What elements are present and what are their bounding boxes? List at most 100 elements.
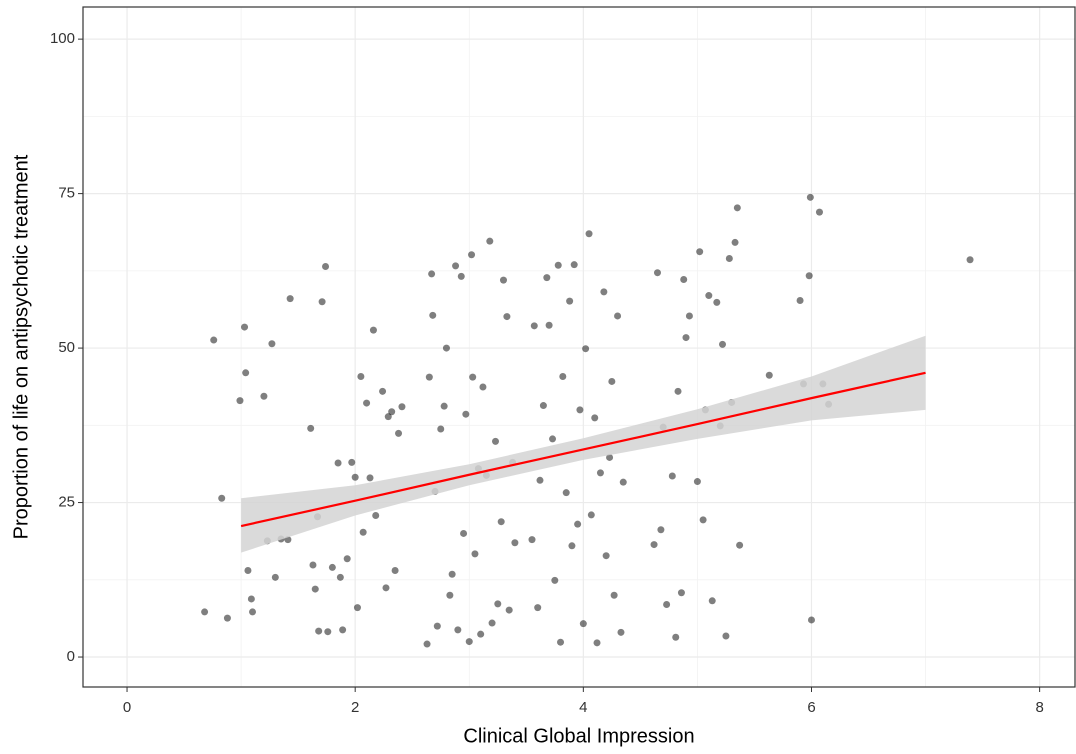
- y-tick-label: 50: [58, 339, 75, 356]
- x-axis-title: Clinical Global Impression: [463, 725, 694, 747]
- point: [425, 373, 433, 381]
- point: [591, 414, 599, 422]
- point: [307, 424, 315, 432]
- point: [452, 262, 460, 270]
- point: [446, 591, 454, 599]
- point: [348, 458, 356, 466]
- point: [576, 406, 584, 414]
- point: [460, 529, 468, 537]
- point: [663, 601, 671, 609]
- point: [286, 295, 294, 303]
- point: [543, 274, 551, 282]
- point: [549, 435, 557, 443]
- point: [218, 494, 226, 502]
- point: [713, 298, 721, 306]
- point: [566, 297, 574, 305]
- point: [201, 608, 209, 616]
- point: [363, 399, 371, 407]
- point: [497, 518, 505, 526]
- point: [680, 275, 688, 283]
- point: [494, 600, 502, 608]
- point: [562, 489, 570, 497]
- point: [271, 573, 279, 581]
- point: [674, 387, 682, 395]
- point: [545, 321, 553, 329]
- point: [372, 512, 380, 520]
- point: [805, 272, 813, 280]
- x-tick-label: 2: [351, 699, 359, 716]
- point: [554, 261, 562, 269]
- point: [334, 459, 342, 467]
- point: [465, 638, 473, 646]
- point: [557, 638, 565, 646]
- point: [536, 476, 544, 484]
- point: [677, 589, 685, 597]
- point: [454, 626, 462, 634]
- y-tick-label: 100: [50, 30, 75, 47]
- point: [606, 453, 614, 461]
- fit-line: [240, 371, 926, 528]
- x-tick-label: 4: [579, 699, 587, 716]
- point: [462, 410, 470, 418]
- point: [733, 204, 741, 212]
- point: [249, 608, 257, 616]
- point: [600, 288, 608, 296]
- point: [437, 425, 445, 433]
- point: [336, 573, 344, 581]
- point: [596, 469, 604, 477]
- point: [503, 313, 511, 321]
- point: [366, 474, 374, 482]
- point: [477, 630, 485, 638]
- point: [579, 620, 587, 628]
- point: [602, 552, 610, 560]
- y-axis-title: Proportion of life on antipsychotic trea…: [10, 154, 32, 539]
- point: [384, 413, 392, 421]
- point: [223, 614, 231, 622]
- point: [322, 263, 330, 271]
- point: [568, 542, 576, 550]
- x-tick-label: 8: [1035, 699, 1043, 716]
- point: [309, 561, 317, 569]
- point: [657, 526, 665, 534]
- point: [315, 627, 323, 635]
- point: [369, 326, 377, 334]
- point: [382, 584, 390, 592]
- point: [236, 397, 244, 405]
- point: [268, 340, 276, 348]
- point: [357, 373, 365, 381]
- point: [530, 322, 538, 330]
- point: [696, 248, 704, 256]
- panel-border: [82, 6, 1076, 688]
- point: [725, 254, 733, 262]
- point: [593, 639, 601, 647]
- point: [650, 541, 658, 549]
- point: [343, 555, 351, 563]
- point: [353, 604, 361, 612]
- point: [457, 272, 465, 280]
- point: [244, 567, 252, 575]
- point: [539, 402, 547, 410]
- point: [359, 528, 367, 536]
- point: [574, 520, 582, 528]
- point: [719, 340, 727, 348]
- y-tick-label: 75: [58, 185, 75, 202]
- point: [796, 297, 804, 305]
- point: [585, 230, 593, 238]
- point: [440, 402, 448, 410]
- point: [614, 312, 622, 320]
- point: [423, 640, 431, 648]
- point: [499, 276, 507, 284]
- point: [448, 570, 456, 578]
- point: [247, 595, 255, 603]
- point: [534, 604, 542, 612]
- point: [587, 511, 595, 519]
- point: [339, 626, 347, 634]
- point: [428, 270, 436, 278]
- point: [468, 251, 476, 259]
- point: [318, 298, 326, 306]
- point: [388, 408, 396, 416]
- point: [479, 383, 487, 391]
- point: [488, 619, 496, 627]
- point: [351, 473, 359, 481]
- point: [486, 237, 494, 245]
